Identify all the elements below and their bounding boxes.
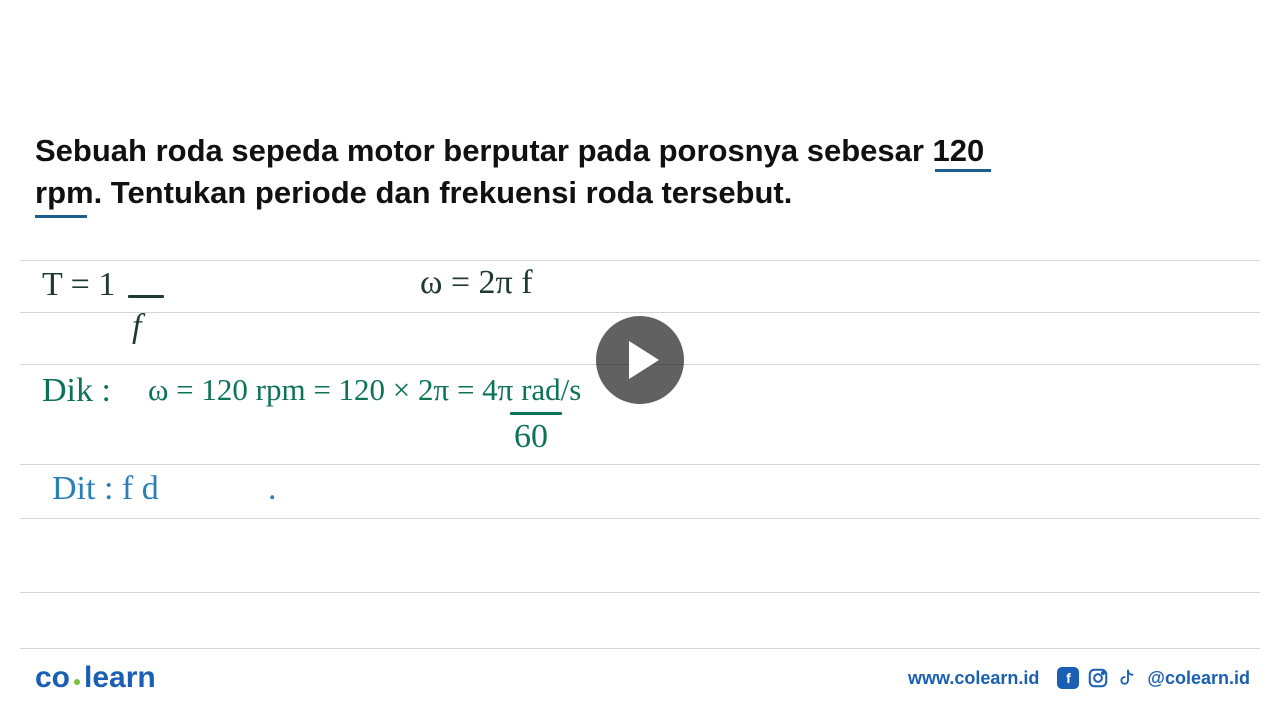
rule-line xyxy=(20,260,1260,261)
instagram-icon xyxy=(1087,667,1109,689)
play-button[interactable] xyxy=(596,316,684,404)
footer-handle: @colearn.id xyxy=(1147,668,1250,689)
facebook-icon: f xyxy=(1057,667,1079,689)
value-120: 120 xyxy=(933,133,985,168)
sixty: 60 xyxy=(514,418,548,456)
rule-line xyxy=(20,592,1260,593)
fraction-line-T xyxy=(128,295,164,298)
problem-text: Sebuah roda sepeda motor berputar pada p… xyxy=(35,130,1250,214)
footer-url: www.colearn.id xyxy=(908,668,1039,689)
play-icon xyxy=(629,341,659,379)
rule-line xyxy=(20,518,1260,519)
dit-line: Dit : f d xyxy=(52,470,159,508)
brand-logo: co learn xyxy=(35,661,156,695)
footer-right: www.colearn.id f @colearn.id xyxy=(908,667,1250,689)
logo-learn: learn xyxy=(84,661,156,695)
dit-dot: . xyxy=(268,470,277,508)
problem-part3: . Tentukan periode dan frekuensi roda te… xyxy=(94,175,793,210)
logo-co: co xyxy=(35,661,70,695)
formula-period: T = 1 xyxy=(42,266,115,304)
formula-omega: ω = 2π f xyxy=(420,264,533,302)
rule-line xyxy=(20,464,1260,465)
fraction-line-2pi xyxy=(510,412,562,415)
footer: co learn www.colearn.id f @colearn.id xyxy=(35,661,1250,695)
dik-label: Dik : xyxy=(42,372,111,410)
formula-period-denom: f xyxy=(132,308,141,346)
rule-line xyxy=(20,312,1260,313)
tiktok-icon xyxy=(1117,667,1139,689)
rule-line xyxy=(20,648,1260,649)
dik-body: ω = 120 rpm = 120 × 2π = 4π rad/s xyxy=(148,372,581,408)
value-rpm: rpm xyxy=(35,175,94,210)
social-icons: f @colearn.id xyxy=(1057,667,1250,689)
ruled-notebook-area: T = 1 f ω = 2π f Dik : ω = 120 rpm = 120… xyxy=(20,260,1260,610)
problem-part1: Sebuah roda sepeda motor berputar pada p… xyxy=(35,133,933,168)
logo-dot-icon xyxy=(74,679,80,685)
problem-area: Sebuah roda sepeda motor berputar pada p… xyxy=(35,130,1250,264)
